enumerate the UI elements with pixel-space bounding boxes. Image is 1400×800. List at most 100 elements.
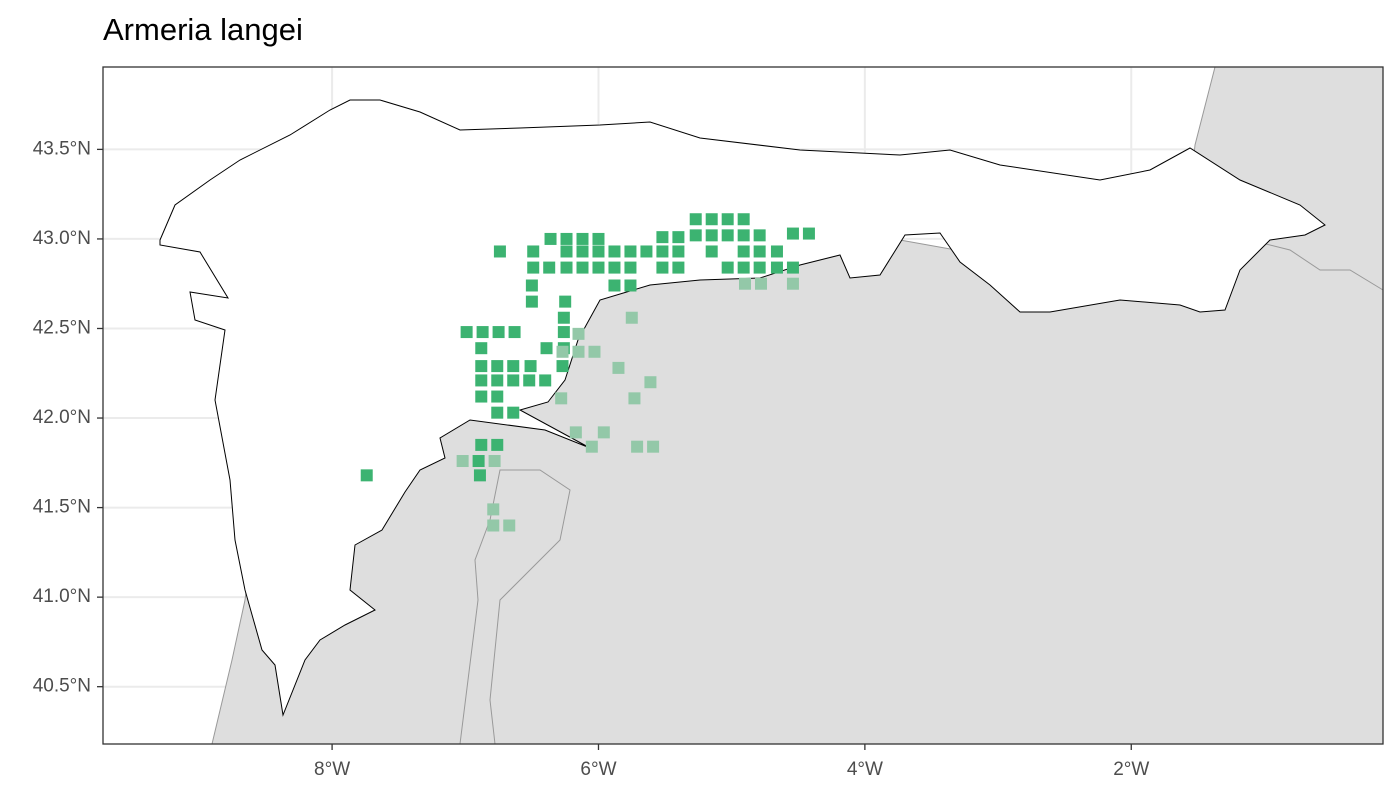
point	[572, 327, 585, 340]
point	[360, 469, 373, 482]
point	[476, 326, 489, 339]
point	[721, 261, 734, 274]
chart-title: Armeria langei	[103, 12, 303, 47]
y-tick-label: 43.0°N	[33, 228, 91, 249]
point	[487, 503, 500, 516]
plot-area	[102, 66, 1384, 745]
point	[508, 326, 521, 339]
point	[560, 232, 573, 245]
y-tick-label: 42.0°N	[33, 407, 91, 428]
point	[556, 360, 569, 373]
point	[689, 213, 702, 226]
point	[507, 374, 520, 387]
point	[656, 245, 669, 258]
points	[360, 213, 815, 532]
point	[672, 245, 685, 258]
point	[608, 261, 621, 274]
point	[491, 406, 504, 419]
point	[624, 279, 637, 292]
point	[576, 261, 589, 274]
point	[555, 392, 568, 405]
point	[608, 279, 621, 292]
point	[507, 406, 520, 419]
point	[507, 360, 520, 373]
point	[737, 245, 750, 258]
point	[644, 376, 657, 389]
point	[544, 232, 557, 245]
point	[557, 311, 570, 324]
point	[672, 261, 685, 274]
point	[503, 519, 516, 532]
point	[786, 227, 799, 240]
point	[597, 426, 610, 439]
point	[656, 261, 669, 274]
x-tick-label: 2°W	[1113, 759, 1149, 780]
point	[524, 360, 537, 373]
point	[753, 261, 766, 274]
point	[472, 455, 485, 468]
point	[560, 245, 573, 258]
point	[705, 213, 718, 226]
y-tick-label: 41.5°N	[33, 497, 91, 518]
point	[612, 361, 625, 374]
point	[475, 360, 488, 373]
point	[523, 374, 536, 387]
point	[491, 390, 504, 403]
point	[705, 245, 718, 258]
point	[456, 455, 469, 468]
point	[592, 232, 605, 245]
point	[491, 374, 504, 387]
point	[608, 245, 621, 258]
point	[475, 438, 488, 451]
point	[525, 295, 538, 308]
y-tick-label: 43.5°N	[33, 138, 91, 159]
y-tick-label: 42.5°N	[33, 318, 91, 339]
point	[493, 245, 506, 258]
point	[738, 277, 751, 290]
point	[628, 392, 641, 405]
y-tick-label: 40.5°N	[33, 676, 91, 697]
point	[559, 295, 572, 308]
point	[588, 345, 601, 358]
point	[753, 229, 766, 242]
point	[473, 469, 486, 482]
panel-border	[102, 66, 1384, 745]
point	[475, 374, 488, 387]
point	[491, 438, 504, 451]
point	[560, 261, 573, 274]
point	[647, 440, 660, 453]
point	[689, 229, 702, 242]
point	[487, 519, 500, 532]
point	[656, 231, 669, 244]
point	[492, 326, 505, 339]
point	[491, 360, 504, 373]
point	[737, 213, 750, 226]
point	[624, 261, 637, 274]
point	[802, 227, 815, 240]
y-tick-label: 41.0°N	[33, 586, 91, 607]
point	[737, 229, 750, 242]
point	[557, 326, 570, 339]
point	[585, 440, 598, 453]
x-tick-label: 4°W	[847, 759, 883, 780]
point	[625, 311, 638, 324]
point	[721, 229, 734, 242]
point	[475, 342, 488, 355]
region	[159, 99, 1326, 717]
point	[527, 261, 540, 274]
point	[705, 229, 718, 242]
point	[672, 231, 685, 244]
point	[460, 326, 473, 339]
point	[770, 261, 783, 274]
point	[631, 440, 644, 453]
point	[592, 245, 605, 258]
point	[576, 245, 589, 258]
point	[527, 245, 540, 258]
point	[572, 345, 585, 358]
point	[556, 345, 569, 358]
point	[770, 245, 783, 258]
point	[592, 261, 605, 274]
point	[576, 232, 589, 245]
point	[488, 455, 501, 468]
x-tick-label: 8°W	[314, 759, 350, 780]
